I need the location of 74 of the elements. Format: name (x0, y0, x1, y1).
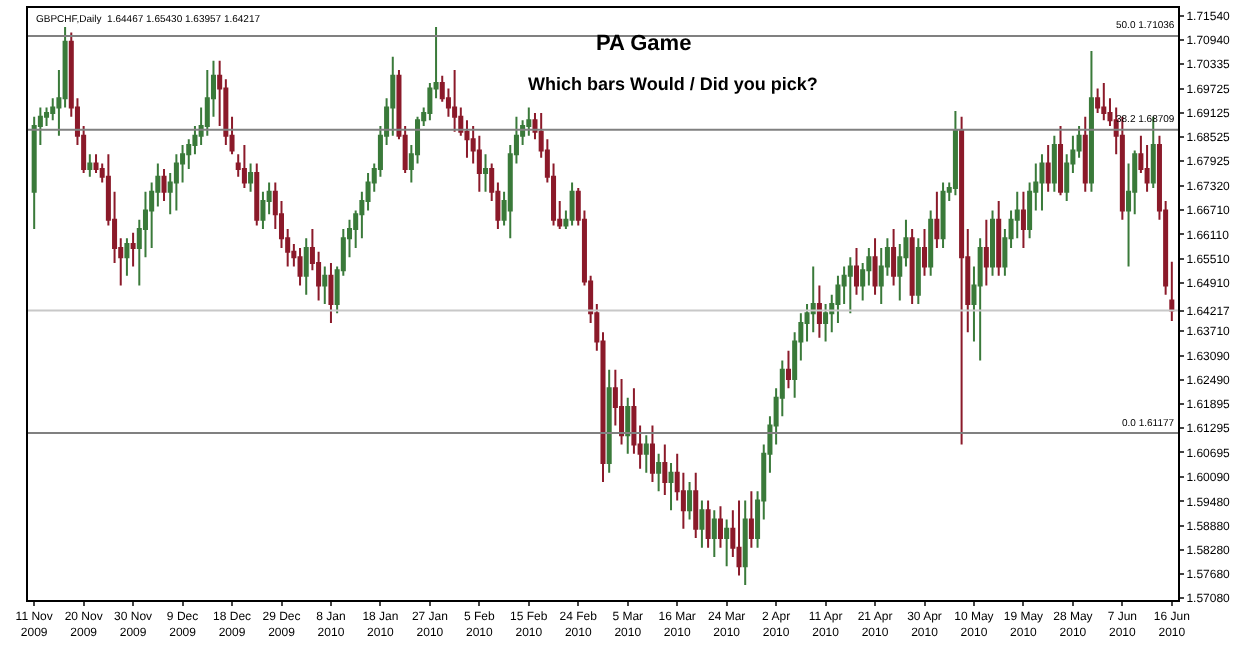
candlestick (1144, 143, 1150, 193)
candlestick (87, 153, 93, 178)
candlestick (928, 209, 934, 277)
candlestick (1058, 125, 1064, 197)
candlestick (996, 199, 1002, 277)
candlestick (130, 231, 136, 268)
candlestick (656, 452, 662, 493)
candlestick (853, 247, 859, 296)
candlestick (1095, 87, 1101, 115)
candlestick (891, 228, 897, 287)
candlestick (977, 237, 983, 362)
candlestick (322, 265, 328, 305)
text: PA Game (596, 32, 692, 56)
candlestick (173, 153, 179, 212)
candlestick (724, 518, 730, 568)
candlestick (922, 228, 928, 277)
candlestick (748, 490, 754, 549)
candlestick (31, 115, 37, 231)
candlestick (668, 462, 674, 512)
candlestick (687, 481, 693, 521)
candlestick (254, 162, 260, 227)
candlestick (328, 261, 334, 324)
candlestick (1020, 190, 1026, 250)
candlestick (835, 274, 841, 324)
candlestick (983, 218, 989, 287)
candlestick (204, 69, 210, 137)
candlestick (1082, 115, 1088, 193)
candlestick (124, 237, 130, 277)
candlestick (625, 396, 631, 455)
candlestick (872, 237, 878, 296)
text: Which bars Would / Did you pick? (528, 74, 818, 94)
candlestick (810, 265, 816, 334)
candlestick (693, 471, 699, 539)
candlestick (569, 181, 575, 227)
candlestick (1051, 134, 1057, 193)
candlestick (1101, 81, 1107, 122)
candlestick (619, 377, 625, 446)
candlestick (990, 209, 996, 277)
candlestick (1039, 153, 1045, 212)
candlestick (699, 499, 705, 549)
candlestick (915, 237, 921, 305)
candlestick (643, 434, 649, 474)
candlestick (649, 424, 655, 483)
candlestick (952, 110, 958, 197)
candlestick (934, 190, 940, 250)
candlestick (1014, 190, 1020, 240)
candlestick (476, 134, 482, 193)
candlestick (297, 247, 303, 287)
candlestick (483, 153, 489, 193)
candlestick (940, 181, 946, 250)
candlestick (161, 168, 167, 202)
candlestick (711, 509, 717, 558)
candlestick (452, 69, 458, 133)
candlestick (526, 106, 532, 137)
candlestick (959, 115, 965, 446)
candlestick (705, 499, 711, 549)
candlestick (303, 237, 309, 296)
candlestick (606, 368, 612, 474)
candlestick (717, 505, 723, 549)
candlestick (248, 162, 254, 193)
candlestick (909, 228, 915, 305)
candlestick (736, 499, 742, 577)
candlestick (847, 256, 853, 315)
candlestick (241, 143, 247, 190)
candlestick (1045, 143, 1051, 193)
candlestick (93, 153, 99, 175)
candlestick (785, 349, 791, 390)
candlestick (260, 190, 266, 231)
candlestick (662, 443, 668, 496)
candlestick (823, 303, 829, 343)
candlestick (390, 55, 396, 137)
candlestick (742, 499, 748, 587)
candlestick (816, 284, 822, 339)
candlestick (1088, 50, 1094, 193)
